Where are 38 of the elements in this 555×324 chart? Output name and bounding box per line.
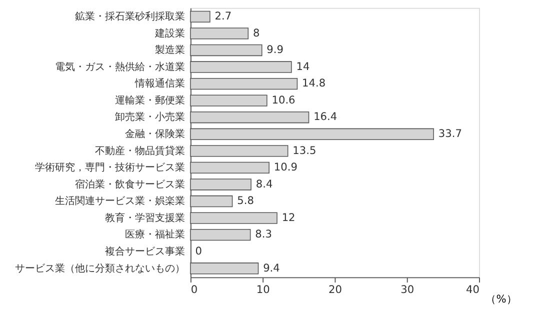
data-label: 8 (252, 27, 260, 40)
data-label: 12 (282, 212, 296, 224)
y-tick-label: 医療・福祉業 (125, 228, 186, 241)
x-tick-label: 0 (190, 284, 198, 296)
data-label: 8.3 (255, 228, 272, 241)
y-tick-label: 卸売業・小売業 (115, 111, 186, 124)
x-tick-label: 10 (256, 284, 270, 296)
data-label: 14.8 (302, 78, 326, 90)
data-label: 13.5 (292, 144, 316, 157)
y-tick-label: 鉱業・採石業砂利採取業 (75, 10, 186, 23)
data-label: 16.4 (314, 111, 338, 124)
y-tick-label: 教育・学習支援業 (105, 212, 186, 224)
data-label: 10.6 (272, 94, 296, 106)
y-tick-label: 運輸業・郵便業 (115, 94, 186, 106)
y-tick-label: 不動産・物品賃貸業 (95, 144, 186, 157)
x-axis-title: （%） (485, 294, 518, 306)
data-label: 0 (195, 245, 202, 258)
y-tick-label: 生活関連サービス業・娯楽業 (55, 195, 186, 208)
y-tick-label: サービス業（他に分類されないもの） (15, 262, 186, 274)
y-tick-label: 情報通信業 (134, 78, 186, 90)
x-tick-label: 30 (400, 284, 414, 296)
data-label: 14 (296, 60, 310, 73)
y-tick-label: 学術研究，専門・技術サービス業 (35, 162, 186, 174)
y-tick-label: 建設業 (154, 27, 186, 40)
y-tick-label: 金融・保険業 (125, 128, 186, 140)
data-label: 33.7 (438, 128, 462, 140)
data-label: 9.4 (263, 262, 280, 274)
data-label: 10.9 (274, 162, 298, 174)
y-tick-label: 複合サービス事業 (105, 245, 186, 258)
data-label: 5.8 (237, 195, 254, 208)
x-tick-label: 40 (466, 284, 480, 296)
y-tick-label: 電気・ガス・熱供給・水道業 (55, 60, 186, 73)
y-tick-label: 宿泊業・飲食サービス業 (75, 178, 186, 190)
data-label: 8.4 (256, 178, 273, 190)
data-label: 2.7 (214, 10, 232, 23)
data-label: 9.9 (266, 44, 284, 56)
x-tick-label: 20 (328, 284, 342, 296)
y-tick-label: 製造業 (155, 44, 186, 56)
